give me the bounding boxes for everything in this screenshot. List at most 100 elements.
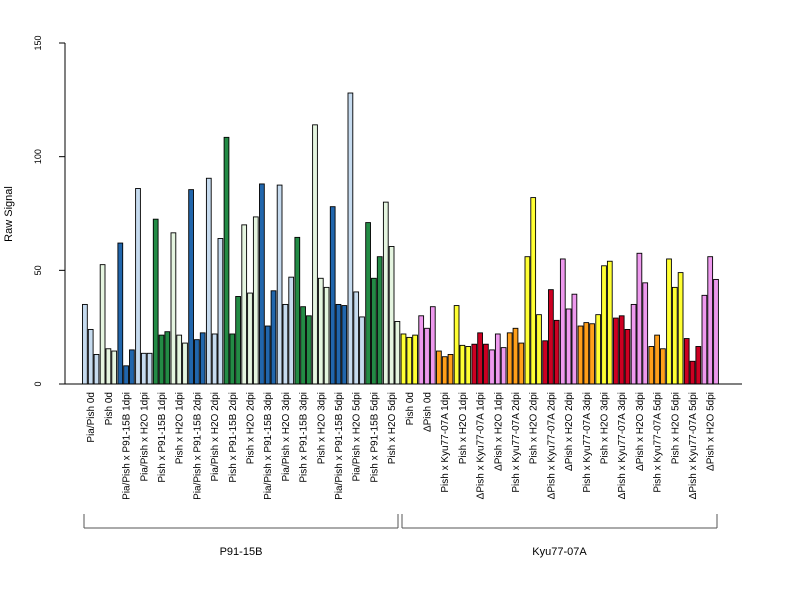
y-tick-label: 50 [33,265,43,275]
bar [276,184,283,385]
bar [117,242,124,385]
bar [548,289,554,385]
bar [459,344,466,385]
x-tick-label: ΔPish 0d [423,392,434,432]
bar [471,343,478,385]
axes-layer [64,43,742,385]
bar [660,348,666,385]
bar [494,333,501,385]
bar [477,332,483,385]
x-tick-label: Pia/Pish x P91-15B 5dpi [334,392,345,500]
bar [613,317,619,385]
bar [465,346,472,385]
x-tick-label: Pish x H2O 1dpi [175,392,186,464]
x-tick-label: Pish x H2O 1dpi [458,392,469,464]
bar [259,183,265,385]
y-axis-label: Raw Signal [3,186,15,242]
bar [146,352,153,385]
x-tick-label: Pish x P91-15B 1dpi [157,392,168,483]
x-tick-label: ΔPish x Kyu77-07A 3dpi [617,392,628,499]
x-tick-label: Pish x Kyu77-07A 2dpi [511,392,522,493]
bar [300,306,306,385]
bar [524,256,531,385]
bar [441,356,448,385]
bar [306,315,312,385]
bar [105,348,112,385]
bar [565,308,572,385]
bar [624,328,631,385]
bar [199,332,206,385]
bar [152,218,159,385]
bar [365,222,371,385]
bar [671,286,678,385]
bar [618,315,625,385]
bar [82,303,88,385]
bar [188,189,194,385]
bar [518,342,525,385]
bar [329,206,336,385]
bar [542,340,548,385]
bar [577,325,584,385]
x-tick-label: Pish x P91-15B 5dpi [369,392,380,483]
bar [642,282,649,385]
bar [247,292,253,385]
x-tick-label: Pish x H2O 3dpi [600,392,611,464]
y-tick-label: 150 [33,35,43,50]
bar [447,353,454,385]
bar [140,352,147,385]
bar [489,349,495,385]
x-tick-label: Pish x P91-15B 2dpi [228,392,239,483]
bar [553,319,560,385]
x-tick-label: Pish x P91-15B 3dpi [299,392,310,483]
bar [341,305,348,385]
bar [371,277,377,385]
x-tick-label: Pish x H2O 5dpi [670,392,681,464]
bar [506,332,513,385]
x-tick-label: Pia/Pish x P91-15B 2dpi [192,392,203,500]
bar [453,305,460,385]
bar [606,260,613,385]
bar [217,238,224,385]
x-tick-label: Pia/Pish x P91-15B 3dpi [263,392,274,500]
bar [164,331,171,385]
bar [483,343,489,385]
x-tick-label: Pia/Pish x P91-15B 1dpi [122,392,133,500]
bar [135,188,141,385]
bar [595,314,602,385]
bar [683,338,690,385]
bar [695,346,702,385]
bar [388,246,395,385]
bar [211,333,218,385]
bar [282,303,289,385]
bar [559,258,566,385]
x-tick-label: Pish x Kyu77-07A 5dpi [653,392,664,493]
bar [359,316,365,385]
bar [500,347,507,385]
bar [317,277,324,385]
bar [713,278,719,385]
x-tick-label: Pish x H2O 5dpi [387,392,398,464]
x-tick-label: Pish x H2O 2dpi [529,392,540,464]
x-tick-label: Pish x H2O 3dpi [316,392,327,464]
bar [412,334,418,385]
bar [93,353,100,385]
bar [630,303,637,385]
bar [270,290,277,385]
x-tick-label: Pia/Pish x H2O 5dpi [352,392,363,482]
bar [666,258,672,385]
group-label: Kyu77-07A [532,546,587,558]
bar [512,327,519,385]
x-tick-label: Pish x Kyu77-07A 1dpi [440,392,451,493]
bar [429,306,436,385]
bar [99,264,106,385]
y-tick-label: 100 [33,149,43,164]
bar [636,252,643,385]
bar [87,328,94,385]
bar [205,177,212,385]
bar [394,321,401,385]
bar [601,265,607,385]
x-tick-label: ΔPish x Kyu77-07A 5dpi [688,392,699,499]
bar [158,334,165,385]
x-tick-label: ΔPish x H2O 1dpi [493,392,504,471]
